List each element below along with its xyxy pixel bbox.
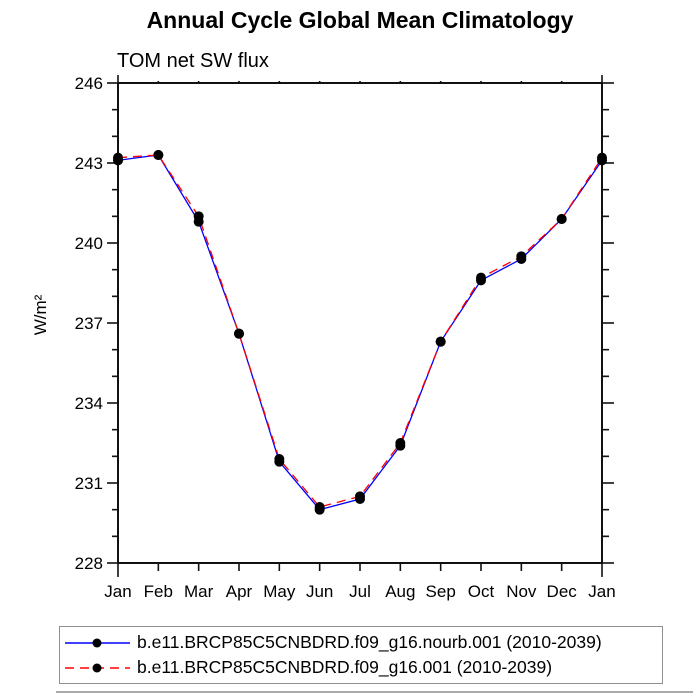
legend-item-nourb: b.e11.BRCP85C5CNBDRD.f09_g16.nourb.001 (… — [63, 630, 662, 655]
legend-box: b.e11.BRCP85C5CNBDRD.f09_g16.nourb.001 (… — [59, 626, 663, 684]
legend-item-control: b.e11.BRCP85C5CNBDRD.f09_g16.001 (2010-2… — [63, 655, 662, 680]
x-tick-label: Nov — [506, 582, 537, 601]
x-tick-label: Dec — [547, 582, 578, 601]
data-point-marker — [234, 328, 244, 339]
data-point-marker — [597, 152, 607, 163]
data-point-marker — [113, 152, 123, 163]
cropped-box-top-edge — [56, 691, 693, 693]
x-tick-label: Apr — [226, 582, 253, 601]
y-tick-label: 228 — [75, 554, 103, 573]
data-point-marker — [556, 214, 567, 224]
x-tick-label: Mar — [184, 582, 214, 601]
legend-sample-marker — [92, 638, 102, 647]
x-tick-label: Feb — [144, 582, 173, 601]
plot-area: 228 231 234 237 240 243 246 Jan Feb Mar Apr May Jun J… — [75, 74, 616, 601]
x-tick-label: Sep — [426, 582, 456, 601]
x-tick-label: Jun — [306, 582, 333, 601]
y-tick-label: 234 — [75, 394, 103, 413]
x-tick-label: May — [263, 582, 296, 601]
data-point-marker — [314, 502, 325, 512]
chart-title: Annual Cycle Global Mean Climatology — [146, 7, 574, 33]
chart-subtitle: TOM net SW flux — [117, 50, 269, 72]
data-point-marker — [435, 336, 446, 347]
legend-label: b.e11.BRCP85C5CNBDRD.f09_g16.nourb.001 (… — [137, 632, 602, 652]
x-tick-label: Jan — [588, 582, 615, 601]
series-line-0 — [117, 154, 603, 511]
legend-line-sample-blue-solid — [65, 638, 130, 647]
data-point-marker — [355, 491, 365, 502]
y-tick-label: 240 — [75, 234, 103, 253]
data-point-marker — [193, 211, 204, 222]
x-tick-label: Jul — [349, 582, 371, 601]
x-tick-label: Oct — [468, 582, 495, 601]
legend-label: b.e11.BRCP85C5CNBDRD.f09_g16.001 (2010-2… — [137, 657, 553, 677]
legend-line-sample-red-dashed — [65, 663, 130, 672]
plot-frame — [117, 82, 603, 564]
data-point-marker — [395, 438, 406, 448]
legend-sample-marker — [92, 663, 102, 672]
y-tick-label: 231 — [75, 474, 103, 493]
y-tick-label: 246 — [75, 74, 103, 93]
data-point-marker — [274, 454, 285, 464]
y-tick-label: 237 — [75, 314, 103, 333]
data-point-marker — [153, 150, 164, 160]
data-point-marker — [516, 251, 527, 262]
x-tick-label: Jan — [104, 582, 131, 601]
x-tick-label: Aug — [385, 582, 415, 601]
y-tick-label: 243 — [75, 154, 103, 173]
data-point-marker — [476, 272, 486, 283]
